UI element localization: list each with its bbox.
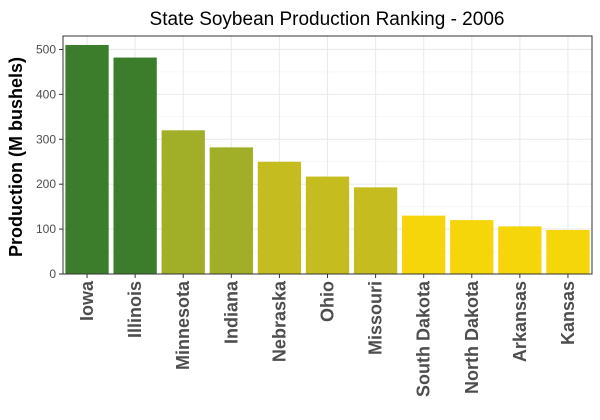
bar-illinois (113, 57, 157, 274)
y-tick-label: 0 (49, 267, 56, 281)
x-tick-label: South Dakota (414, 280, 434, 397)
y-tick-label: 400 (36, 87, 56, 101)
y-tick-label: 200 (36, 177, 56, 191)
x-tick-label: Iowa (77, 280, 97, 321)
bar-ohio (305, 176, 350, 274)
bar-north-dakota (450, 220, 494, 274)
x-axis: Iowa Illinois Minnesota Indiana Nebraska Ohio… (77, 274, 578, 397)
plot-area (62, 35, 593, 275)
x-tick-label: Illinois (125, 281, 145, 338)
bar-iowa (65, 44, 109, 274)
bars (65, 44, 590, 274)
bar-indiana (209, 147, 253, 274)
x-tick-label: Indiana (221, 280, 241, 344)
bar-missouri (353, 187, 398, 274)
y-axis-label: Production (M bushels) (6, 57, 26, 257)
x-tick-label: Nebraska (269, 280, 289, 362)
bar-nebraska (257, 161, 302, 274)
x-tick-label: North Dakota (462, 280, 482, 394)
y-tick-label: 300 (36, 132, 56, 146)
bar-arkansas (498, 226, 542, 274)
x-tick-label: Arkansas (510, 281, 530, 362)
y-axis: 0 100 200 300 400 500 (36, 42, 63, 281)
y-tick-label: 500 (36, 42, 56, 56)
bar-south-dakota (402, 215, 446, 274)
x-tick-label: Minnesota (173, 280, 193, 370)
bar-kansas (546, 229, 590, 274)
x-tick-label: Missouri (366, 281, 386, 355)
y-tick-label: 100 (36, 222, 56, 236)
x-tick-label: Kansas (558, 281, 578, 345)
chart-title: State Soybean Production Ranking - 2006 (150, 9, 505, 30)
bar-minnesota (161, 130, 205, 274)
x-tick-label: Ohio (318, 281, 338, 322)
